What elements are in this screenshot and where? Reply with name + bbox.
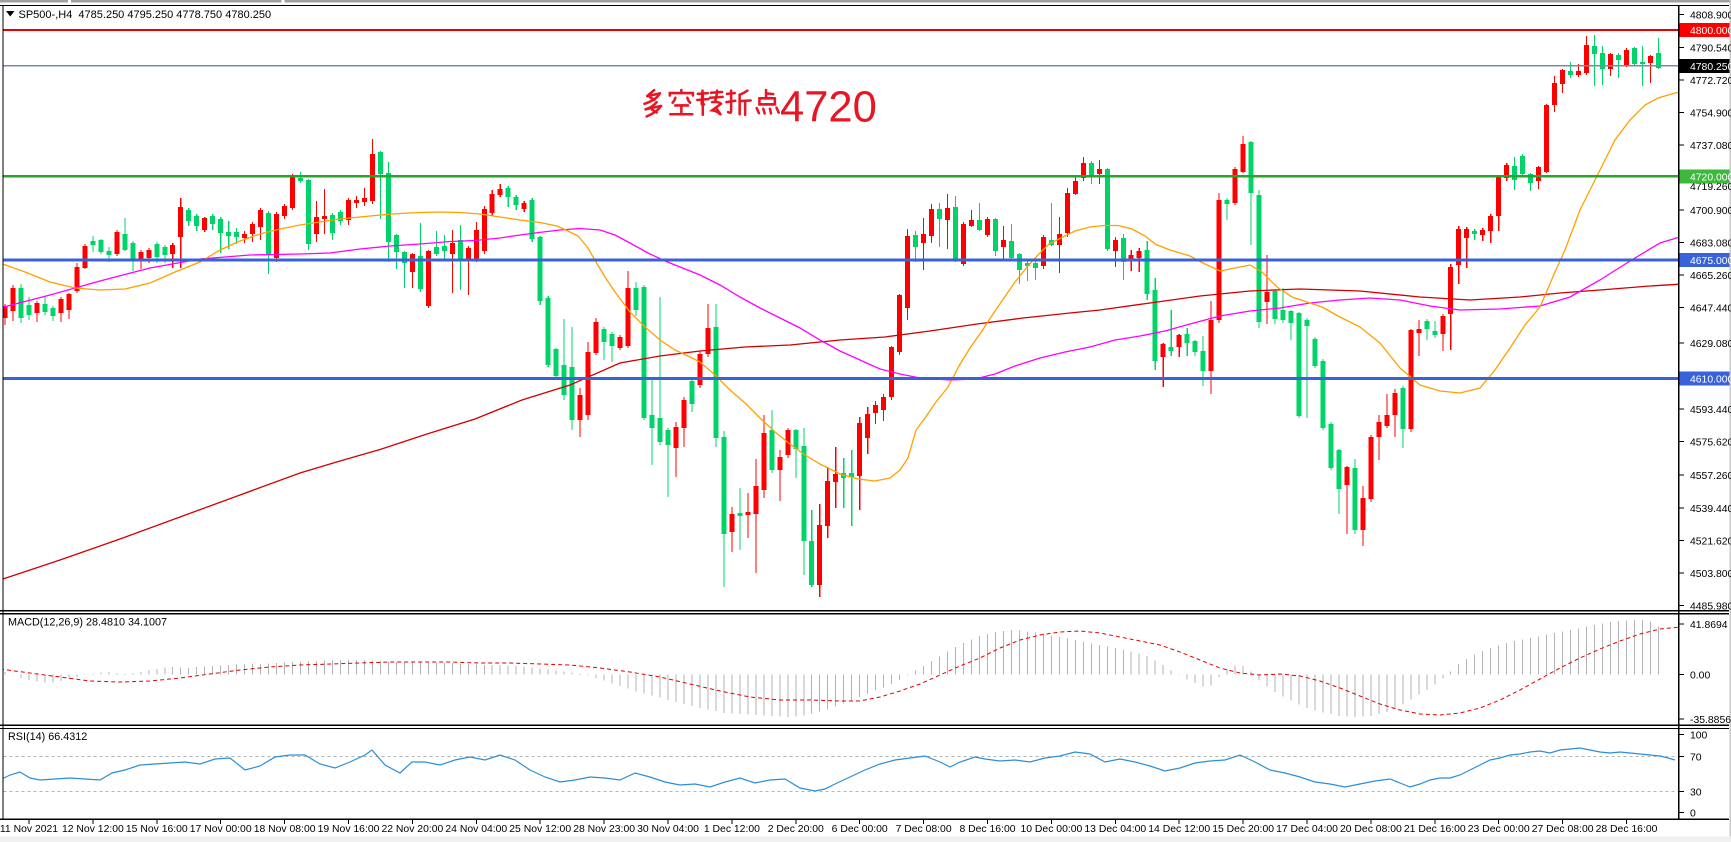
svg-text:4772.720: 4772.720 <box>1690 76 1731 87</box>
svg-text:4754.900: 4754.900 <box>1690 109 1731 120</box>
svg-text:19 Nov 16:00: 19 Nov 16:00 <box>318 824 380 835</box>
svg-text:SP500-,H4 4785.250 4795.250 4: SP500-,H4 4785.250 4795.250 4778.750 478… <box>19 9 272 21</box>
svg-text:4557.260: 4557.260 <box>1690 471 1731 482</box>
svg-text:4610.000: 4610.000 <box>1690 375 1731 386</box>
svg-text:4629.080: 4629.080 <box>1690 339 1731 350</box>
svg-text:0: 0 <box>1690 809 1696 820</box>
svg-text:4737.080: 4737.080 <box>1690 141 1731 152</box>
svg-text:11 Nov 2021: 11 Nov 2021 <box>0 824 58 835</box>
svg-text:4593.440: 4593.440 <box>1690 405 1731 416</box>
svg-text:28 Dec 16:00: 28 Dec 16:00 <box>1596 824 1658 835</box>
svg-text:4675.000: 4675.000 <box>1690 256 1731 267</box>
svg-text:-35.8856: -35.8856 <box>1690 715 1731 726</box>
svg-text:15 Dec 20:00: 15 Dec 20:00 <box>1212 824 1274 835</box>
svg-text:MACD(12,26,9) 28.4810 34.1007: MACD(12,26,9) 28.4810 34.1007 <box>8 617 167 629</box>
svg-text:7 Dec 08:00: 7 Dec 08:00 <box>896 824 952 835</box>
svg-text:4780.250: 4780.250 <box>1690 62 1731 73</box>
svg-text:4575.620: 4575.620 <box>1690 438 1731 449</box>
svg-text:18 Nov 08:00: 18 Nov 08:00 <box>254 824 316 835</box>
svg-text:100: 100 <box>1690 731 1708 742</box>
svg-text:4503.800: 4503.800 <box>1690 569 1731 580</box>
svg-text:4808.900: 4808.900 <box>1690 11 1731 22</box>
svg-text:22 Nov 20:00: 22 Nov 20:00 <box>381 824 443 835</box>
svg-text:17 Nov 00:00: 17 Nov 00:00 <box>190 824 252 835</box>
svg-text:4790.540: 4790.540 <box>1690 44 1731 55</box>
svg-text:4539.440: 4539.440 <box>1690 504 1731 515</box>
svg-text:4720: 4720 <box>780 84 877 132</box>
svg-text:8 Dec 16:00: 8 Dec 16:00 <box>959 824 1015 835</box>
svg-text:15 Nov 16:00: 15 Nov 16:00 <box>126 824 188 835</box>
svg-text:4683.080: 4683.080 <box>1690 239 1731 250</box>
svg-text:25 Nov 12:00: 25 Nov 12:00 <box>509 824 571 835</box>
svg-text:30 Nov 04:00: 30 Nov 04:00 <box>637 824 699 835</box>
svg-text:1 Dec 12:00: 1 Dec 12:00 <box>704 824 760 835</box>
svg-text:70: 70 <box>1690 752 1702 763</box>
svg-text:30: 30 <box>1690 787 1702 798</box>
svg-text:41.8694: 41.8694 <box>1690 620 1728 631</box>
svg-text:4800.000: 4800.000 <box>1690 26 1731 37</box>
svg-text:21 Dec 16:00: 21 Dec 16:00 <box>1404 824 1466 835</box>
svg-text:27 Dec 08:00: 27 Dec 08:00 <box>1532 824 1594 835</box>
svg-text:17 Dec 04:00: 17 Dec 04:00 <box>1276 824 1338 835</box>
svg-text:0.00: 0.00 <box>1690 670 1710 681</box>
svg-text:RSI(14) 66.4312: RSI(14) 66.4312 <box>8 731 87 743</box>
svg-text:4720.000: 4720.000 <box>1690 173 1731 184</box>
svg-text:4719.260: 4719.260 <box>1690 182 1731 193</box>
svg-text:23 Dec 00:00: 23 Dec 00:00 <box>1468 824 1530 835</box>
svg-text:4700.900: 4700.900 <box>1690 206 1731 217</box>
svg-text:2 Dec 20:00: 2 Dec 20:00 <box>768 824 824 835</box>
svg-text:24 Nov 04:00: 24 Nov 04:00 <box>445 824 507 835</box>
svg-text:6 Dec 00:00: 6 Dec 00:00 <box>832 824 888 835</box>
svg-text:4521.620: 4521.620 <box>1690 537 1731 548</box>
svg-text:14 Dec 12:00: 14 Dec 12:00 <box>1148 824 1210 835</box>
svg-text:4647.440: 4647.440 <box>1690 304 1731 315</box>
svg-text:10 Dec 00:00: 10 Dec 00:00 <box>1020 824 1082 835</box>
svg-text:20 Dec 08:00: 20 Dec 08:00 <box>1340 824 1402 835</box>
svg-text:4485.980: 4485.980 <box>1690 602 1731 613</box>
svg-text:13 Dec 04:00: 13 Dec 04:00 <box>1084 824 1146 835</box>
svg-text:28 Nov 23:00: 28 Nov 23:00 <box>573 824 635 835</box>
svg-text:4665.260: 4665.260 <box>1690 271 1731 282</box>
svg-text:12 Nov 12:00: 12 Nov 12:00 <box>62 824 124 835</box>
